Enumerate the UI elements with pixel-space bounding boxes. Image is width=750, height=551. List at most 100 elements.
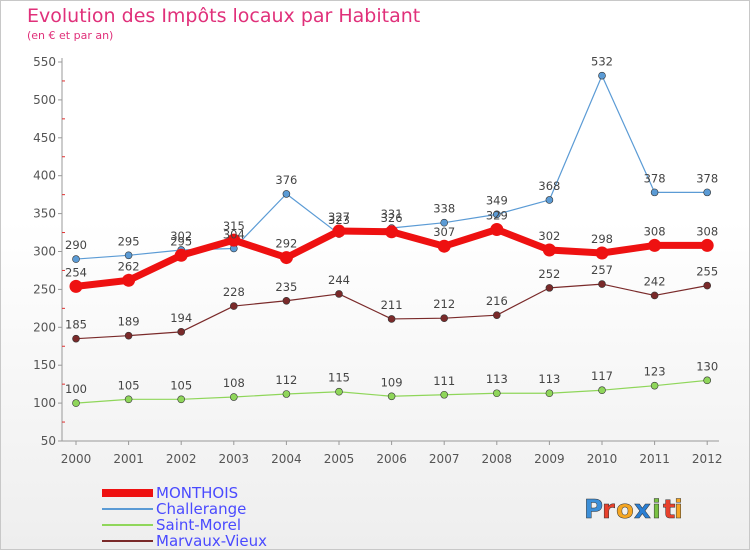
data-label-marvaux-vieux: 257 <box>591 263 613 277</box>
data-label-marvaux-vieux: 185 <box>65 318 87 332</box>
y-tick-label: 450 <box>33 131 56 145</box>
x-tick-label: 2003 <box>219 452 250 466</box>
data-label-marvaux-vieux: 255 <box>696 265 718 279</box>
data-point-saint-morel <box>230 393 238 401</box>
x-tick-label: 2005 <box>324 452 355 466</box>
data-label-saint-morel: 108 <box>223 376 245 390</box>
data-label-saint-morel: 105 <box>118 378 140 392</box>
data-label-saint-morel: 113 <box>486 372 508 386</box>
data-point-marvaux-vieux <box>545 284 554 292</box>
data-label-saint-morel: 130 <box>696 359 718 373</box>
data-point-saint-morel <box>72 399 80 407</box>
chart-subtitle: (en € et par an) <box>27 29 114 42</box>
data-point-marvaux-vieux <box>177 328 185 336</box>
y-tick-label: 150 <box>33 358 56 372</box>
data-label-monthois: 308 <box>696 224 718 238</box>
x-tick-label: 2010 <box>587 452 618 466</box>
data-label-saint-morel: 105 <box>170 378 192 392</box>
data-label-challerange: 378 <box>644 171 666 185</box>
data-point-challerange <box>598 71 606 80</box>
data-label-marvaux-vieux: 235 <box>275 280 297 294</box>
data-label-marvaux-vieux: 244 <box>328 273 350 287</box>
data-label-monthois: 307 <box>433 225 455 239</box>
x-tick-label: 2011 <box>639 452 670 466</box>
brand-logo-letter: o <box>616 495 634 525</box>
legend-label: MONTHOIS <box>156 484 238 502</box>
data-point-monthois <box>122 273 136 287</box>
data-label-monthois: 295 <box>170 234 192 248</box>
data-point-marvaux-vieux <box>387 315 396 323</box>
data-point-monthois <box>279 251 293 265</box>
data-point-monthois <box>595 246 609 260</box>
data-point-saint-morel <box>177 395 185 404</box>
brand-logo-letter: r <box>602 495 615 525</box>
data-label-marvaux-vieux: 212 <box>433 297 455 311</box>
data-label-monthois: 326 <box>381 211 403 225</box>
data-point-marvaux-vieux <box>703 281 712 290</box>
data-label-challerange: 302 <box>170 229 192 243</box>
x-tick-label: 2004 <box>271 452 302 466</box>
data-point-marvaux-vieux <box>440 314 449 323</box>
x-tick-label: 2006 <box>376 452 407 466</box>
data-point-challerange <box>440 218 449 227</box>
data-point-challerange <box>72 255 80 263</box>
data-label-marvaux-vieux: 211 <box>381 298 403 312</box>
data-point-challerange <box>545 196 554 204</box>
data-label-saint-morel: 115 <box>328 371 350 385</box>
y-tick-label: 550 <box>33 55 56 69</box>
data-point-marvaux-vieux <box>72 334 80 343</box>
y-tick-label: 400 <box>33 169 56 183</box>
data-label-challerange: 368 <box>538 179 560 193</box>
chart-title: Evolution des Impôts locaux par Habitant <box>27 5 421 27</box>
x-tick-label: 2002 <box>166 452 197 466</box>
data-label-saint-morel: 111 <box>433 374 455 388</box>
data-label-challerange: 378 <box>696 171 718 185</box>
data-label-saint-morel: 109 <box>381 375 403 389</box>
data-point-saint-morel <box>440 390 449 399</box>
data-label-marvaux-vieux: 228 <box>223 285 245 299</box>
data-label-monthois: 262 <box>118 259 140 273</box>
data-point-challerange <box>703 188 712 197</box>
data-label-monthois: 302 <box>538 229 560 243</box>
data-point-marvaux-vieux <box>230 302 238 310</box>
brand-logo-letter: i <box>652 495 661 525</box>
brand-logo-letter: t <box>663 495 675 525</box>
data-label-challerange: 349 <box>486 193 508 207</box>
data-label-challerange: 323 <box>328 213 350 227</box>
data-point-monthois <box>174 248 188 262</box>
data-point-saint-morel <box>545 389 554 398</box>
data-point-monthois <box>700 238 714 252</box>
y-tick-label: 350 <box>33 207 56 221</box>
data-point-monthois <box>648 238 662 252</box>
data-point-saint-morel <box>387 392 396 401</box>
data-point-marvaux-vieux <box>282 296 291 305</box>
data-label-monthois: 298 <box>591 232 613 246</box>
x-tick-label: 2008 <box>482 452 513 466</box>
data-label-monthois: 327 <box>328 210 350 224</box>
data-label-monthois: 315 <box>223 219 245 233</box>
data-point-saint-morel <box>124 395 133 404</box>
brand-logo-letter: i <box>674 495 683 525</box>
x-tick-label: 2001 <box>113 452 144 466</box>
brand-logo-letter: P <box>584 495 603 525</box>
data-label-challerange: 331 <box>381 207 403 221</box>
y-tick-label: 300 <box>33 245 56 259</box>
data-point-marvaux-vieux <box>124 331 133 340</box>
data-label-challerange: 376 <box>275 173 297 187</box>
y-tick-label: 100 <box>33 396 56 410</box>
data-label-marvaux-vieux: 189 <box>118 315 140 329</box>
data-point-marvaux-vieux <box>650 291 659 300</box>
data-point-monthois <box>490 223 504 237</box>
data-label-monthois: 292 <box>275 237 297 251</box>
data-label-monthois: 308 <box>644 224 666 238</box>
data-label-saint-morel: 100 <box>65 382 87 396</box>
data-point-marvaux-vieux <box>335 290 343 298</box>
data-point-saint-morel <box>598 386 606 395</box>
data-point-monthois <box>227 233 241 247</box>
legend-label: Challerange <box>156 500 246 518</box>
legend-label: Saint-Morel <box>156 516 241 534</box>
data-label-marvaux-vieux: 216 <box>486 294 508 308</box>
data-point-monthois <box>69 279 83 293</box>
data-point-saint-morel <box>335 387 343 396</box>
